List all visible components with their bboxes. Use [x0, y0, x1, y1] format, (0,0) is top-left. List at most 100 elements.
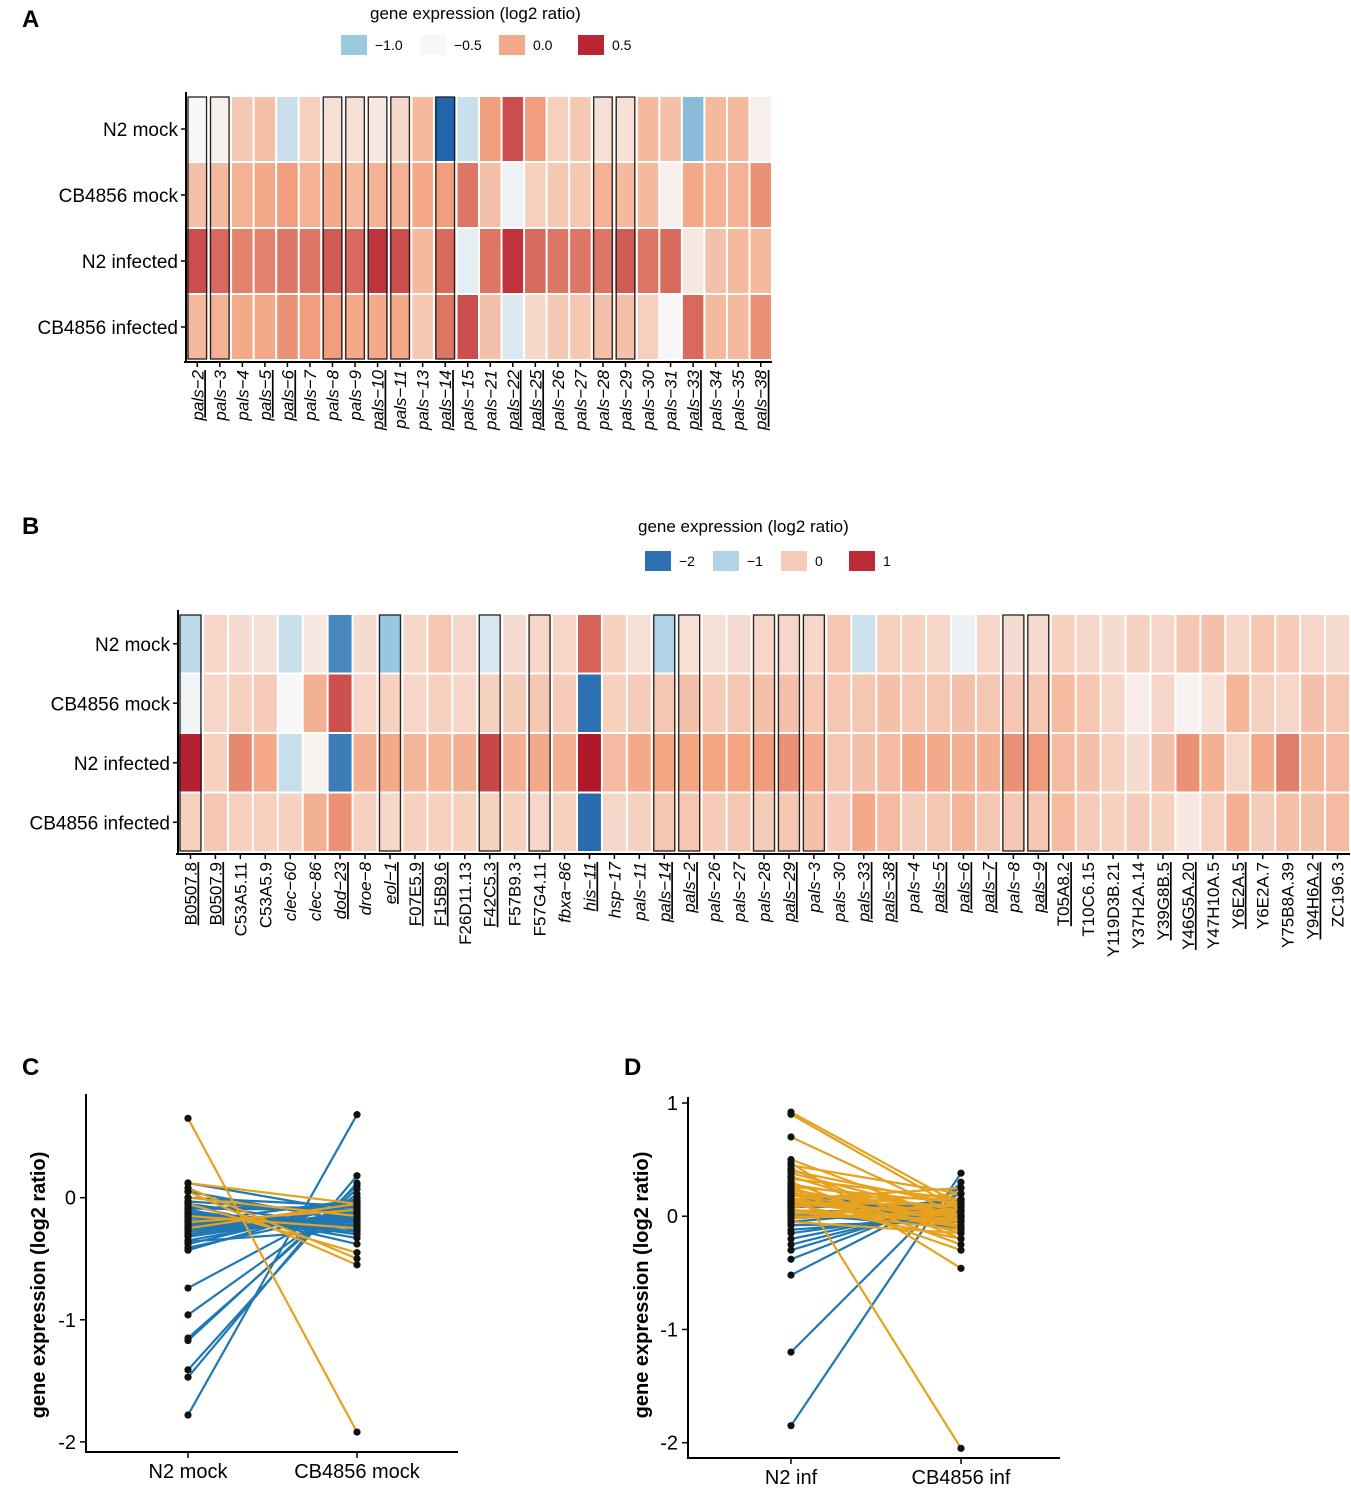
hmb-col-label: F07E5.9 [406, 862, 425, 926]
hma-cell [367, 229, 388, 293]
hmb-cell [702, 674, 726, 732]
hma-cell [254, 295, 276, 359]
hmb-cell [253, 674, 277, 732]
hmb-cell [1201, 674, 1225, 732]
hmb-cell [902, 674, 926, 732]
ppd-series-orange-line [790, 1135, 962, 1218]
hmb-legend-label: 1 [883, 553, 891, 569]
hmb-cell [1251, 674, 1275, 732]
hma-cell [592, 229, 614, 293]
hma-cell [547, 229, 569, 293]
ppc-series-blue-line [187, 1210, 358, 1249]
hma-col-label: pals−3 [211, 369, 230, 421]
hma-cell [637, 229, 659, 293]
ppd-y-tick-label: -2 [660, 1433, 678, 1455]
ppc-point [184, 1194, 192, 1202]
hmb-cell [403, 674, 427, 732]
hma-cell [750, 97, 771, 161]
hmb-cell [428, 615, 452, 673]
hmb-cell [1176, 615, 1200, 673]
hmb-col-label: hsp−17 [605, 861, 624, 918]
hmb-col-label: pals−33 [855, 861, 874, 923]
hmb-cell [1026, 674, 1050, 732]
ppd-point [787, 1133, 795, 1141]
hmb-cell [1001, 615, 1025, 673]
hma-cell [705, 229, 726, 293]
hmb-cell [1251, 793, 1275, 851]
hma-col-label: pals−27 [571, 369, 590, 431]
hmb-cell [453, 615, 477, 673]
hmb-col-label: pals−7 [979, 861, 998, 913]
hmb-cell [1226, 793, 1250, 851]
hmb-cell [727, 615, 751, 673]
hmb-cell [1151, 734, 1175, 792]
hma-row-label: N2 infected [82, 252, 178, 273]
hmb-col-label: Y75B8A.39 [1279, 862, 1298, 948]
hmb-col-label: pals−8 [1004, 861, 1023, 913]
hma-cell [525, 229, 546, 293]
hmb-cell [702, 734, 726, 792]
hmb-cell [927, 615, 951, 673]
hma-cell [727, 97, 749, 161]
hmb-cell [752, 793, 776, 851]
hma-col-label: pals−10 [369, 369, 388, 431]
hmb-cell [727, 793, 751, 851]
hmb-col-label: pals−3 [805, 861, 824, 913]
ppc-point [184, 1231, 192, 1240]
hma-col-label: pals−38 [752, 369, 771, 431]
hmb-cell [453, 674, 477, 732]
hma-col-label: pals−35 [729, 369, 748, 431]
hmb-cell [278, 793, 302, 851]
hma-cell [502, 229, 524, 293]
ppd-point [787, 1110, 795, 1118]
hma-cell [615, 229, 636, 293]
hmb-cell [503, 674, 527, 732]
hma-cell [637, 295, 659, 359]
ppc-point [353, 1249, 361, 1257]
hma-cell [637, 97, 659, 161]
hmb-cell [1126, 674, 1150, 732]
hma-cell [344, 295, 366, 359]
hmb-cell [602, 734, 626, 792]
ppd-series-orange-line [790, 1192, 962, 1209]
hmb-cell [1301, 674, 1325, 732]
ppc-point [184, 1311, 192, 1319]
hmb-cell [528, 615, 552, 673]
hmb-cell [677, 615, 701, 673]
hma-cell [682, 97, 704, 161]
hmb-cell [403, 615, 427, 673]
hmb-cell [1226, 734, 1250, 792]
hmb-cell [403, 734, 427, 792]
hma-col-label: pals−33 [684, 369, 703, 431]
hmb-cell [328, 734, 352, 792]
hmb-col-label: T05A8.2 [1054, 862, 1073, 926]
ppc-y-tick-label: -1 [58, 1310, 76, 1332]
ppc-point [353, 1172, 361, 1180]
hma-cell [502, 97, 524, 161]
hma-cell [682, 295, 704, 359]
hma-cell [570, 97, 591, 161]
hmb-legend-swatch [781, 551, 807, 571]
hmb-cell [503, 615, 527, 673]
hma-cell [615, 295, 636, 359]
hmb-cell [1276, 793, 1300, 851]
hmb-col-label: pals−14 [655, 862, 674, 923]
hma-cell [232, 295, 253, 359]
ppd-point [957, 1240, 965, 1249]
hmb-cell [1126, 615, 1150, 673]
hmb-cell [1126, 793, 1150, 851]
hmb-boxed-column [378, 614, 402, 852]
hmb-cell [179, 793, 202, 851]
ppc-x-tick-label: N2 mock [149, 1461, 229, 1483]
ppd-point [957, 1214, 965, 1223]
ppc-point [353, 1234, 361, 1242]
hma-cell [277, 295, 298, 359]
ppc-point [353, 1224, 361, 1232]
hmb-cell [1151, 674, 1175, 732]
ppd-x-tick-label: N2 inf [765, 1467, 818, 1489]
hmb-col-label: F15B9.6 [431, 862, 450, 926]
hmb-boxed-column [678, 614, 701, 852]
hma-col-label: pals−2 [188, 369, 207, 421]
hma-col-label: pals−4 [233, 370, 252, 422]
hmb-cell [602, 674, 626, 732]
